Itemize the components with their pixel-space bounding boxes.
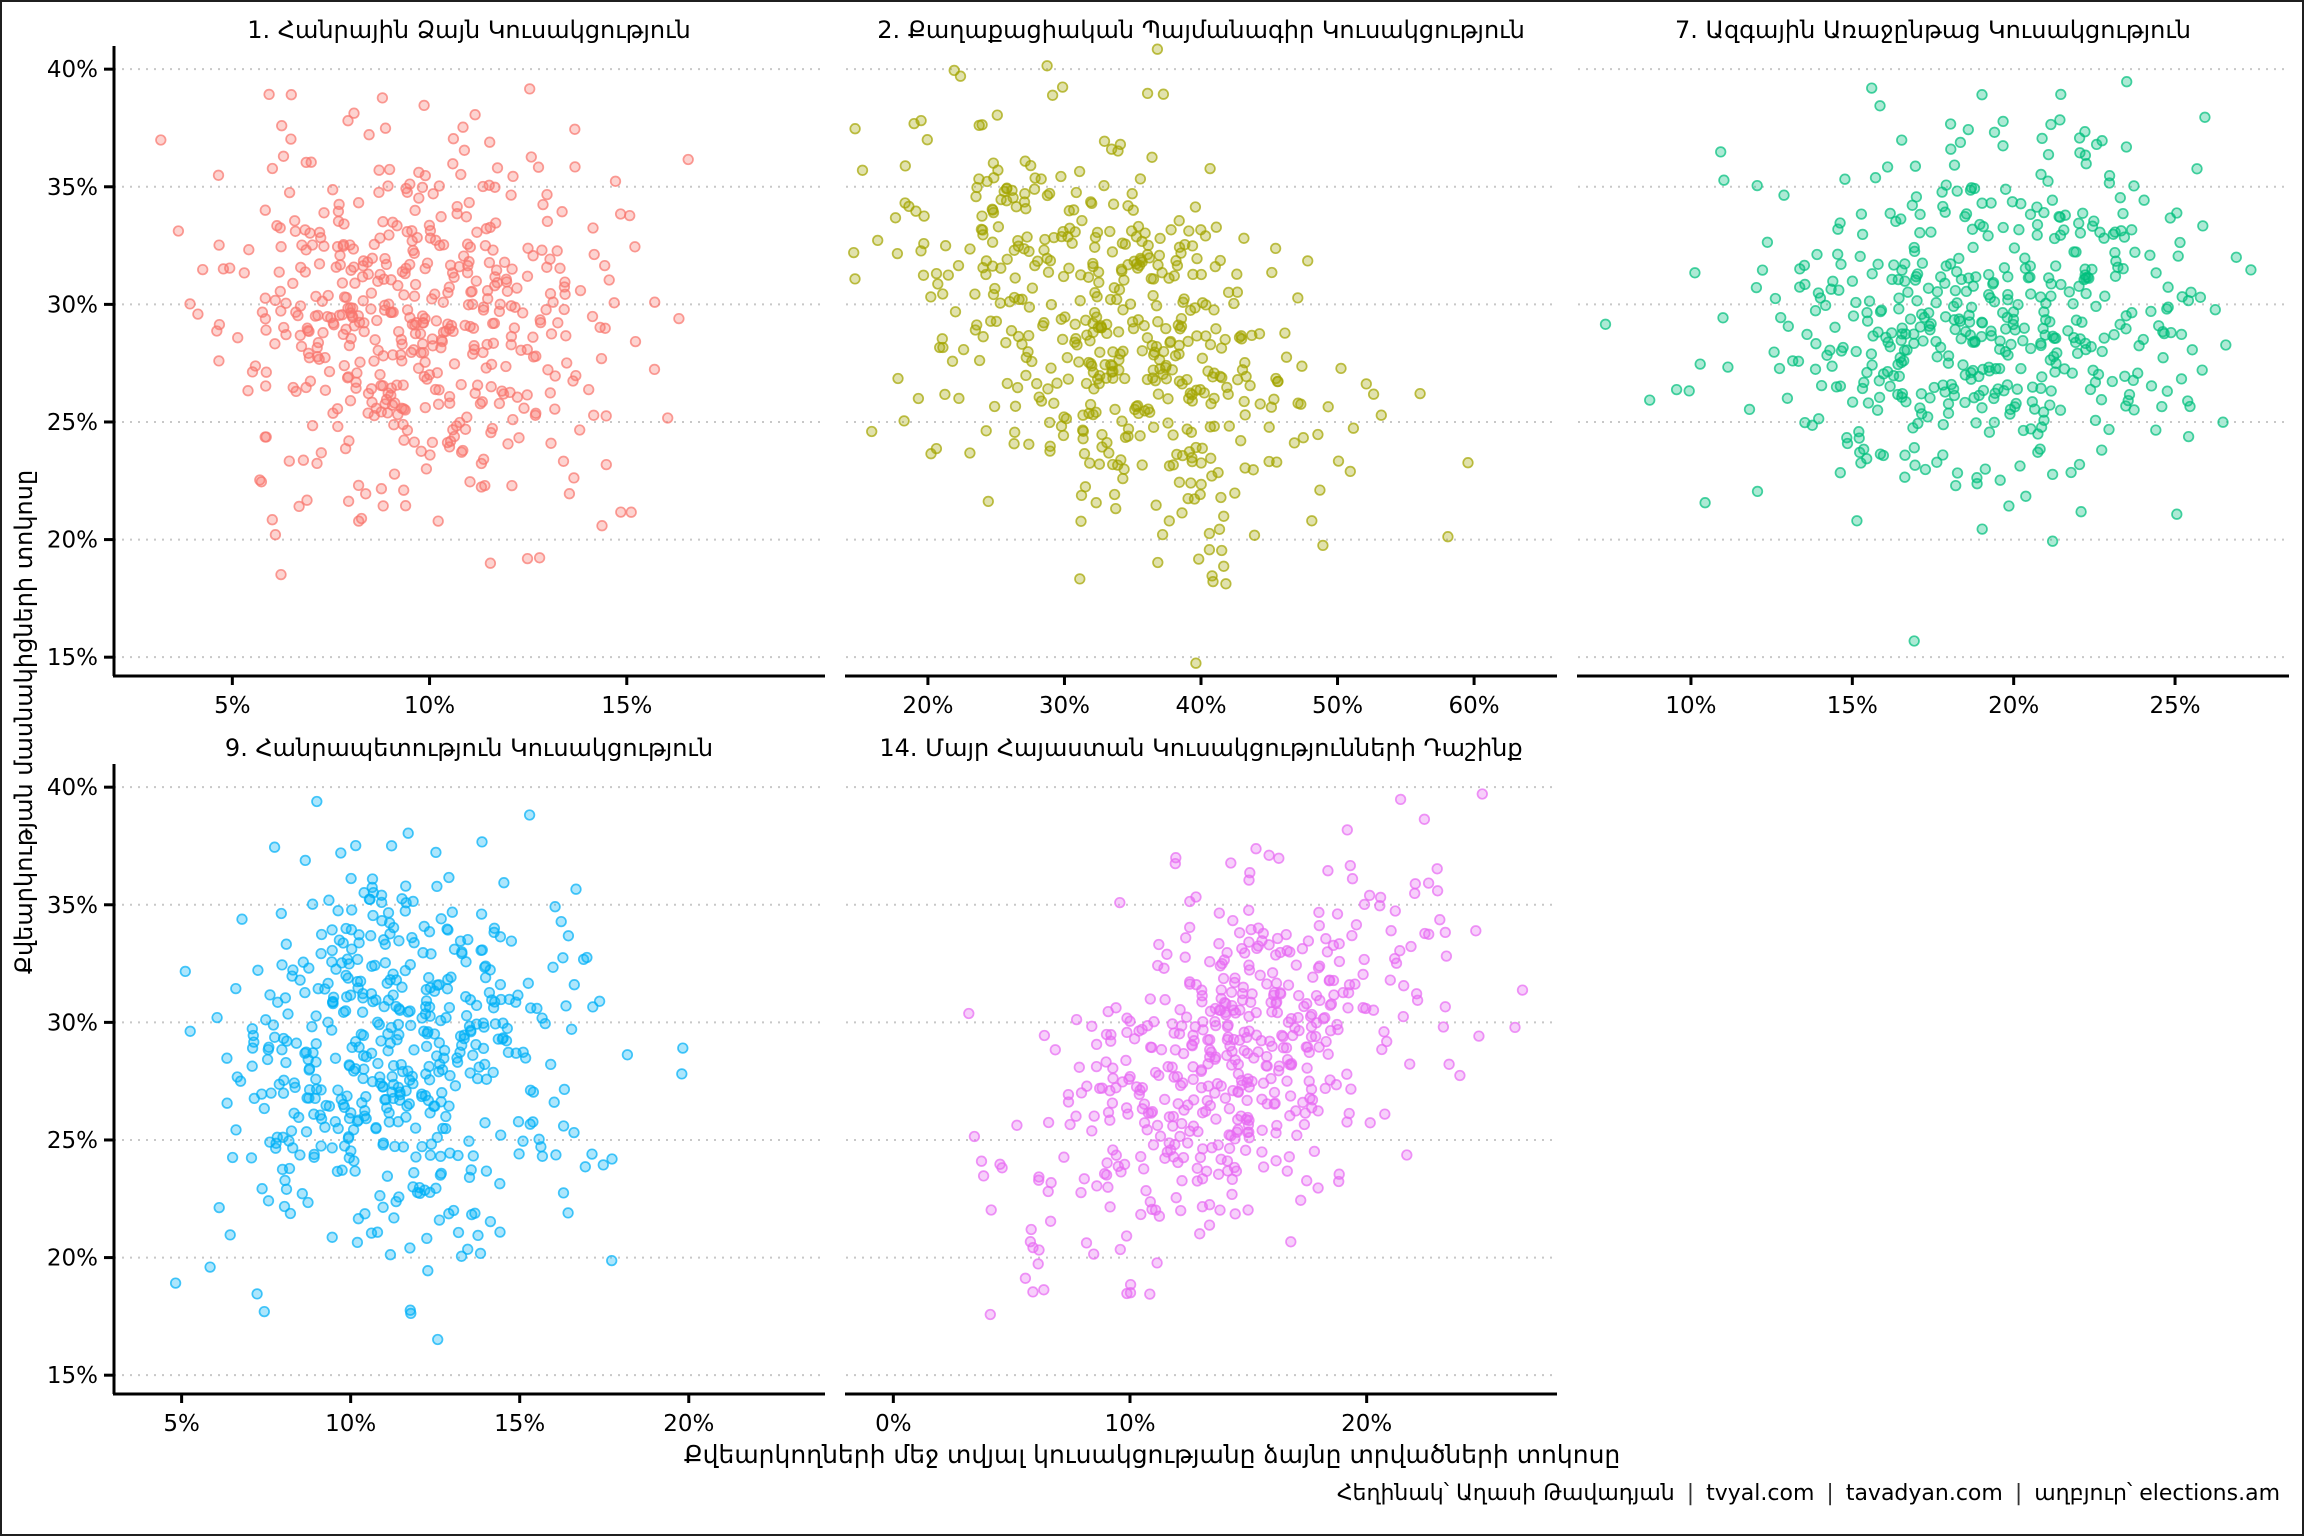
panel-title-9: 9. Հանրապետություն Կուսակցություն [224,734,714,762]
x-tick-label: 10% [404,693,455,719]
y-tick-label: 20% [47,1246,98,1272]
footer-separator: | [1826,1481,1834,1506]
data-points [155,83,694,581]
x-tick-label: 20% [663,1411,714,1437]
x-axis: 10% 15% 20% 25% [1577,674,2289,719]
x-tick-label: 10% [1665,693,1716,719]
x-axis: 20% 30% 40% 50% 60% [845,674,1557,719]
footer-link-tavadyan: tavadyan.com [1845,1481,2003,1506]
panel-title-7: 7. Ազգային Առաջընթաց Կուսակցություն [1675,16,2191,44]
x-tick-label: 40% [1175,693,1226,719]
footer-caption: Հեղինակ՝ Աղասի Թավադյան | tvyal.com | tavady… [2,1469,2302,1506]
y-tick-label: 15% [47,645,98,671]
data-points [963,788,1529,1321]
y-tick-label: 40% [47,775,98,801]
scatter-panel-14: 14. Մայր Հայաստան Կուսակցությունների Դաշ… [845,730,1557,1440]
y-tick-label: 25% [47,410,98,436]
scatter-plot-7: 10% 15% 20% 25% [1577,68,2289,719]
scatter-panel-1: 1. Հանրային Ձայն Կուսակցություն 5% 10% 15%… [47,12,825,722]
footer-separator: | [2014,1481,2023,1506]
x-tick-label: 50% [1312,693,1363,719]
data-points [1599,76,2257,647]
footer-separator: | [1686,1481,1695,1506]
panel-title-14: 14. Մայր Հայաստան Կուսակցությունների Դաշ… [879,734,1523,762]
x-tick-label: 5% [163,1411,200,1437]
scatter-panel-9: 9. Հանրապետություն Կուսակցություն 5% 10% 1… [47,730,825,1440]
x-tick-label: 20% [1341,1411,1392,1437]
x-axis: 5% 10% 15% 20% [113,1392,825,1437]
scatter-panel-7: 7. Ազգային Առաջընթաց Կուսակցություն 10% 1… [1577,12,2289,722]
gridlines-y [1578,68,2288,659]
footer-link-tvyal: tvyal.com [1706,1481,1815,1506]
x-tick-label: 5% [214,693,251,719]
y-axis-title: Քվեարկության մասնակիցների տոկոսը [10,469,38,975]
scatter-plot-1: 5% 10% 15% 15% 20% 25% 30% 35% 40% [47,46,825,719]
panel-title-1: 1. Հանրային Ձայն Կուսակցություն [247,16,691,44]
x-axis-title: Քվեարկողների մեջ տվյալ կուսակցությանը ձա… [683,1440,1621,1469]
scatter-panel-2: 2. Քաղաքացիական Պայմանագիր Կուսակցությու… [845,12,1557,722]
x-tick-label: 20% [1988,693,2039,719]
panels-grid: 1. Հանրային Ձայն Կուսակցություն 5% 10% 15%… [40,12,2289,1440]
y-axis: 15% 20% 25% 30% 35% 40% [47,46,116,676]
y-tick-label: 30% [47,292,98,318]
gridlines-y [846,786,1556,1377]
y-tick-label: 35% [47,893,98,919]
y-axis: 15% 20% 25% 30% 35% 40% [47,764,116,1394]
y-tick-label: 25% [47,1128,98,1154]
x-tick-label: 60% [1449,693,1500,719]
x-tick-label: 15% [494,1411,545,1437]
x-tick-label: 0% [875,1411,912,1437]
scatter-plot-2: 20% 30% 40% 50% 60% [845,43,1557,719]
x-tick-label: 30% [1039,693,1090,719]
y-tick-label: 20% [47,528,98,554]
x-tick-label: 10% [1104,1411,1155,1437]
x-tick-label: 10% [325,1411,376,1437]
panel-title-2: 2. Քաղաքացիական Պայմանագիր Կուսակցությու… [877,16,1525,44]
gridlines-y [114,786,824,1377]
footer-source: աղբյուր՝ elections.am [2034,1481,2280,1506]
scatter-plot-14: 0% 10% 20% [845,786,1557,1437]
x-tick-label: 15% [601,693,652,719]
y-tick-label: 15% [47,1363,98,1389]
y-tick-label: 30% [47,1010,98,1036]
footer-author: Հեղինակ՝ Աղասի Թավադյան [1336,1481,1675,1506]
x-axis: 5% 10% 15% [113,674,825,719]
x-axis: 0% 10% 20% [845,1392,1557,1437]
x-tick-label: 15% [1827,693,1878,719]
y-tick-label: 35% [47,175,98,201]
y-tick-label: 40% [47,57,98,83]
x-tick-label: 25% [2149,693,2200,719]
x-tick-label: 20% [902,693,953,719]
data-points [169,795,689,1346]
scatter-plot-9: 5% 10% 15% 20% 15% 20% 25% 30% 35% 40% [47,764,825,1437]
data-points [848,43,1474,669]
